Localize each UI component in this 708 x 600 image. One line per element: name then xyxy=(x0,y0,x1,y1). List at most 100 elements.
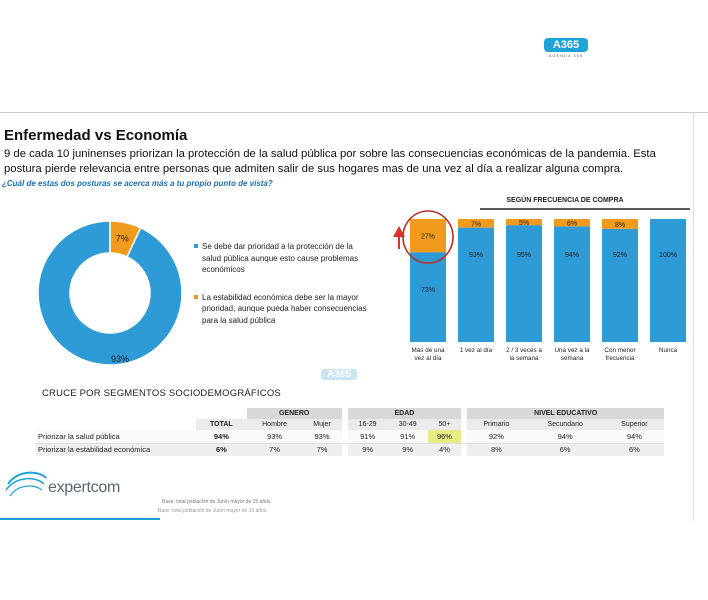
logo-badge: A365 xyxy=(544,38,588,52)
col-header: 16-29 xyxy=(347,419,388,430)
bar-data-label: 7% xyxy=(471,221,481,228)
segment-table: GENERO EDAD NIVEL EDUCATIVO TOTAL Hombre… xyxy=(36,408,664,456)
bar-segment-salud xyxy=(602,228,638,342)
bar-category-label: la semana xyxy=(509,355,539,362)
donut-slice xyxy=(37,220,183,366)
donut-slice xyxy=(109,220,142,258)
table-row: Priorizar la salud pública 94% 93% 93% 9… xyxy=(36,430,664,444)
group-genero: GENERO xyxy=(246,408,342,419)
legend-label: La estabilidad económica debe ser la may… xyxy=(202,292,367,325)
legend-item-economia: La estabilidad económica debe ser la may… xyxy=(194,292,369,327)
bar-data-label: 6% xyxy=(567,221,577,228)
bar-data-label: 92% xyxy=(613,252,627,259)
table-cell: 7% xyxy=(246,443,303,456)
bar-category-label: 2 / 3 veces a xyxy=(506,347,542,354)
bar-segment-economia xyxy=(410,219,446,253)
bar-segment-economia xyxy=(458,219,494,228)
bar-data-label: 95% xyxy=(517,252,531,259)
row-label: Priorizar la estabilidad económica xyxy=(36,443,196,456)
table-cell: 91% xyxy=(387,430,428,444)
slide-subtitle: 9 de cada 10 juninenses priorizan la pro… xyxy=(4,148,656,175)
table-cell: 91% xyxy=(347,430,388,444)
table-cell: 94% xyxy=(604,430,664,444)
table-cell: 93% xyxy=(302,430,342,444)
bar-data-label: 100% xyxy=(659,252,677,259)
swoosh-icon xyxy=(5,471,47,497)
logo-subtitle: AGENDA 365 xyxy=(548,53,584,58)
up-arrow-icon xyxy=(393,226,405,249)
donut-data-label: 93% xyxy=(111,354,129,364)
bar-segment-salud xyxy=(410,252,446,342)
bar-segment-salud xyxy=(650,219,686,342)
bar-chart-title: SEGÚN FRECUENCIA DE COMPRA xyxy=(506,195,623,204)
agenda365-logo: A365 AGENDA 365 xyxy=(544,38,588,58)
cruce-title: CRUCE POR SEGMENTOS SOCIODEMOGRÁFICOS xyxy=(42,388,281,399)
survey-question: ¿Cuál de estas dos posturas se acerca má… xyxy=(2,179,273,188)
table-cell: 93% xyxy=(246,430,303,444)
bar-category-label: Más de una xyxy=(412,347,445,354)
table-cell: 9% xyxy=(347,443,388,456)
watermark-logo: A365 xyxy=(321,369,357,380)
bar-data-label: 5% xyxy=(519,220,529,227)
col-header: Mujer xyxy=(302,419,342,430)
bar-category-label: vez al día xyxy=(415,355,442,362)
row-label: Priorizar la salud pública xyxy=(36,430,196,444)
table-cell: 92% xyxy=(467,430,526,444)
bar-segment-economia xyxy=(554,219,590,227)
table-cell-highlight: 96% xyxy=(427,430,462,444)
bar-category-label: 1 vez al día xyxy=(460,347,493,354)
slide-edge xyxy=(693,113,694,521)
col-header: Primario xyxy=(467,419,526,430)
table-column-header: TOTAL Hombre Mujer 16-29 30-49 50+ Prima… xyxy=(36,419,664,430)
donut-chart: 93% 7% xyxy=(37,220,183,366)
bar-data-label: 73% xyxy=(421,287,435,294)
bar-segment-salud xyxy=(554,226,590,342)
bar-data-label: 93% xyxy=(469,252,483,259)
col-header: 50+ xyxy=(427,419,462,430)
bar-chart: SEGÚN FRECUENCIA DE COMPRA 27% 73% 7% 93% 5%… xyxy=(393,195,690,362)
table-cell: 4% xyxy=(427,443,462,456)
donut-data-label: 7% xyxy=(116,233,129,243)
bar-category-label: frecuencia xyxy=(605,355,635,362)
table-cell: 6% xyxy=(604,443,664,456)
table-cell: 7% xyxy=(302,443,342,456)
bar-data-label: 94% xyxy=(565,252,579,259)
legend-swatch-orange xyxy=(194,294,198,299)
table-cell: 94% xyxy=(525,430,605,444)
table-cell: 94% xyxy=(196,430,247,444)
bar-segment-salud xyxy=(458,227,494,342)
slide-title: Enfermedad vs Economía xyxy=(4,127,188,144)
legend-swatch-blue xyxy=(194,244,198,248)
bar-segment-economia xyxy=(602,219,638,229)
slide: Enfermedad vs Economía 9 de cada 10 juni… xyxy=(0,112,708,521)
base-note-faded: Base: total población de Junín mayor de … xyxy=(158,508,268,514)
expertcom-wordmark: expertcom xyxy=(48,479,120,496)
expertcom-logo: expertcom xyxy=(4,462,154,502)
group-edad: EDAD xyxy=(347,408,462,419)
bar-category-label: Una vez a la xyxy=(554,347,589,354)
table-cell: 9% xyxy=(387,443,428,456)
bar-category-label: semana xyxy=(561,355,584,362)
legend-item-salud: Se debe dar prioridad a la protección de… xyxy=(194,241,369,276)
table-cell: 6% xyxy=(525,443,605,456)
col-header: 30-49 xyxy=(387,419,428,430)
donut-legend: Se debe dar prioridad a la protección de… xyxy=(194,241,369,342)
bottom-accent-line xyxy=(0,518,160,520)
bar-data-label: 8% xyxy=(615,222,625,229)
bar-data-label: 27% xyxy=(421,234,435,241)
table-cell: 6% xyxy=(196,443,247,456)
group-nivel: NIVEL EDUCATIVO xyxy=(467,408,664,419)
table-group-header: GENERO EDAD NIVEL EDUCATIVO xyxy=(36,408,664,419)
col-header: Hombre xyxy=(246,419,303,430)
col-header: Superior xyxy=(604,419,664,430)
col-header: TOTAL xyxy=(196,419,247,430)
legend-label: Se debe dar prioridad a la protección de… xyxy=(202,242,359,274)
table-row: Priorizar la estabilidad económica 6% 7%… xyxy=(36,443,664,456)
bar-category-label: Nunca xyxy=(659,347,678,354)
base-note: Base: total población de Junín mayor de … xyxy=(162,499,272,505)
col-header: Secundario xyxy=(525,419,605,430)
bar-segment-salud xyxy=(506,225,542,342)
table-cell: 8% xyxy=(467,443,526,456)
watermark-badge: A365 xyxy=(321,369,357,380)
bar-segment-economia xyxy=(506,219,542,226)
